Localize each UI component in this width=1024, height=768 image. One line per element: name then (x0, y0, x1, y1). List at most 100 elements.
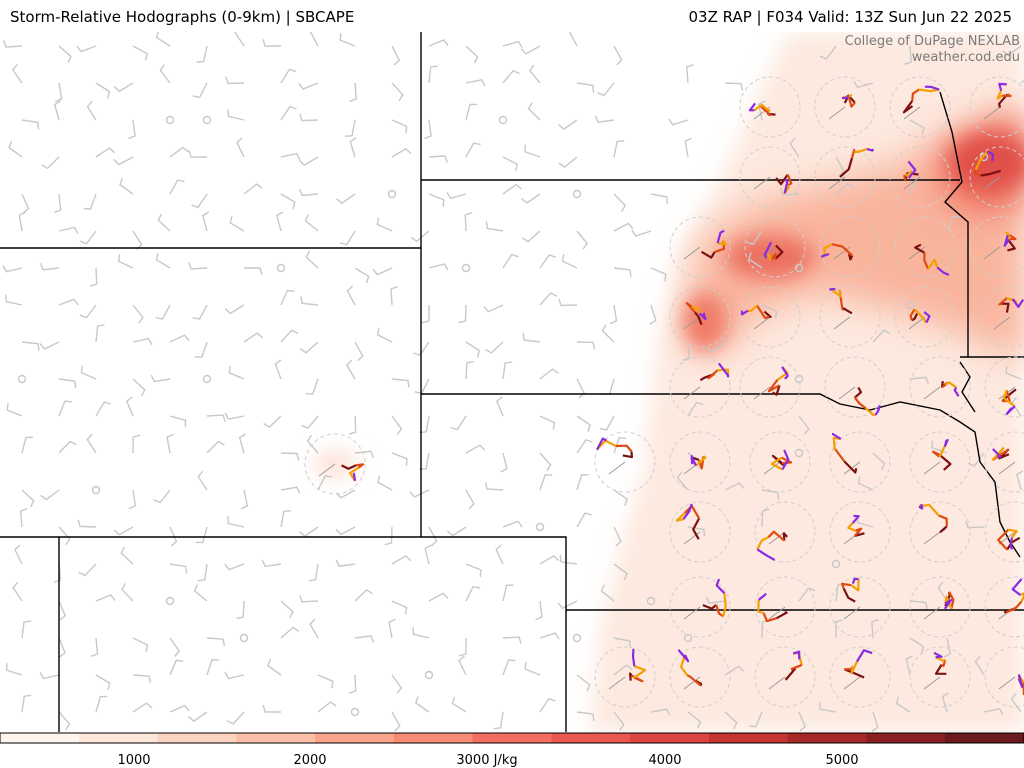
cape-core-ne (950, 134, 1024, 190)
hodograph-ring (739, 146, 801, 208)
storm-motion-vector (828, 106, 846, 120)
wind-barb (132, 637, 149, 652)
storm-motion-vector (998, 676, 1016, 690)
wind-barb (339, 33, 356, 47)
wind-barb (169, 334, 190, 343)
wind-barb (238, 433, 246, 454)
storm-motion-vector (683, 676, 701, 690)
wind-barb (613, 637, 631, 649)
wind-barb (119, 177, 134, 195)
hodograph (984, 576, 1024, 638)
wind-barb (419, 415, 430, 434)
hodograph-ring (669, 286, 731, 348)
wind-barb (298, 82, 319, 90)
hodo-segment-3-6km (919, 88, 940, 93)
hodo-segment-1-3km (998, 297, 1008, 306)
hodo-segment-6-9km (923, 311, 931, 324)
storm-motion-vector (843, 676, 861, 690)
wind-barb (21, 620, 32, 639)
wind-barb (300, 296, 319, 306)
wind-barb (121, 583, 134, 602)
calm-wind-circle (461, 263, 471, 273)
wind-barb (280, 68, 297, 84)
wind-barb (95, 147, 116, 158)
hodograph-ring (969, 146, 1024, 208)
wind-barb (80, 365, 97, 380)
hodo-segment-6-9km (1011, 578, 1023, 596)
hodograph (894, 216, 956, 278)
wind-barb (502, 183, 522, 195)
wind-barb (309, 32, 319, 47)
hodograph-ring (984, 356, 1024, 418)
hodograph (969, 76, 1024, 138)
colorbar-swatch (945, 733, 1024, 743)
hodograph (829, 431, 891, 493)
wind-barb (21, 436, 33, 454)
wind-barb (206, 637, 226, 647)
wind-barb (613, 45, 623, 66)
wind-barb (521, 230, 541, 243)
hodo-segment-6-9km (856, 649, 873, 663)
wind-barb (558, 298, 578, 307)
wind-barb (354, 635, 375, 643)
hodograph-ring (669, 501, 731, 563)
hodo-segment-0-1km (843, 460, 858, 474)
wind-barb (600, 584, 615, 602)
wind-barb (240, 489, 249, 510)
storm-motion-vector (768, 606, 786, 620)
hodo-segment-3-6km (996, 90, 1003, 100)
hodograph (669, 646, 731, 708)
wind-barb (236, 137, 245, 158)
hodograph-ring (984, 501, 1024, 563)
hodo-segment-3-6km (1008, 528, 1018, 539)
wind-barb (304, 214, 319, 232)
wind-barb (195, 526, 208, 544)
wind-barb (157, 213, 171, 232)
hodo-segment-6-9km (992, 448, 1002, 458)
wind-barb (705, 596, 726, 604)
wind-barb (192, 82, 208, 99)
hodo-segment-0-1km (854, 386, 863, 399)
storm-motion-vector (903, 176, 921, 190)
wind-barb (226, 711, 245, 725)
wind-barb (465, 45, 479, 64)
wind-barb (871, 711, 879, 732)
wind-barb (280, 289, 295, 306)
storm-motion-vector (843, 606, 861, 620)
wind-barb (539, 452, 552, 472)
hodograph-ring (814, 146, 876, 208)
wind-barb (458, 637, 467, 657)
hodo-segment-0-1km (854, 532, 865, 538)
wind-barb (169, 179, 185, 195)
hodograph (669, 286, 731, 348)
hodograph-ring (889, 76, 951, 138)
hodo-segment-6-9km (716, 229, 725, 244)
storm-motion-vector (998, 461, 1016, 475)
wind-barb (465, 103, 478, 121)
hodo-segment-1-3km (923, 252, 930, 270)
wind-barb (857, 476, 874, 491)
wind-barb (169, 146, 189, 158)
hodo-segment-3-6km (913, 308, 928, 324)
wind-barb (748, 711, 763, 728)
hodo-segment-0-1km (848, 253, 854, 261)
wind-barb (780, 187, 800, 196)
wind-barb (761, 508, 770, 528)
wind-barb (835, 156, 845, 177)
wind-barb (280, 329, 299, 343)
wind-barb (155, 32, 171, 47)
wind-barb (3, 40, 23, 48)
wind-barb (687, 711, 702, 729)
wind-barb (132, 378, 146, 397)
storm-motion-vector (683, 386, 701, 400)
wind-barb (262, 39, 282, 47)
colorbar-tick-label: 2000 (293, 753, 326, 768)
storm-motion-vector (923, 606, 941, 620)
wind-barb (895, 696, 911, 713)
header: Storm-Relative Hodographs (0-9km) | SBCA… (0, 0, 1024, 32)
wind-barb (684, 137, 692, 158)
wind-barb (391, 674, 403, 694)
hodograph (894, 286, 956, 348)
wind-barb (428, 592, 449, 602)
colorbar-swatch (78, 733, 159, 743)
